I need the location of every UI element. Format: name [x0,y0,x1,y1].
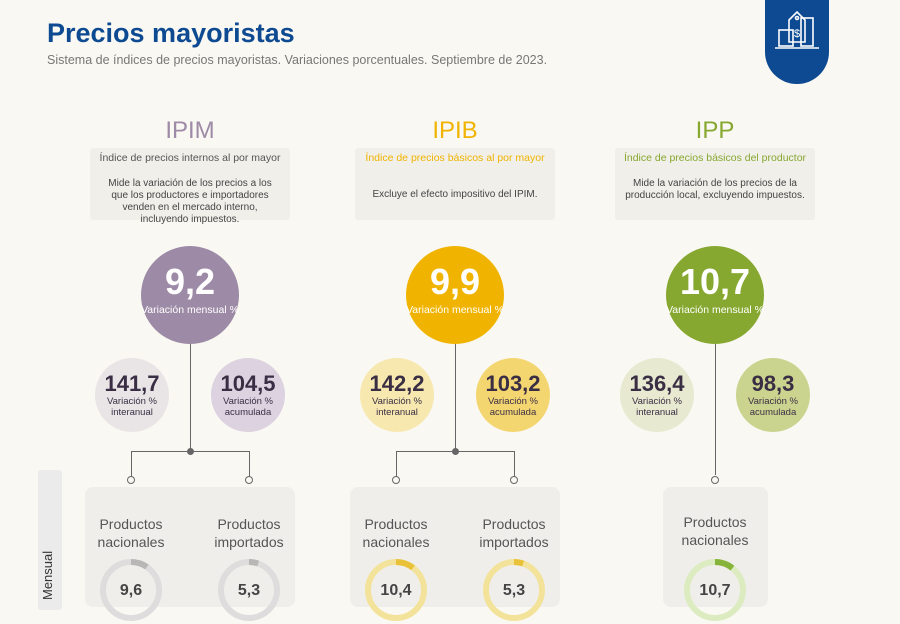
connector-dot [711,476,719,484]
cumulative-value: 104,5 [220,371,276,396]
cumulative-value: 98,3 [751,371,795,396]
product-label: Productos importados [479,516,549,550]
donut-arc [483,559,545,621]
monthly-variation-circle: 9,2 Variación mensual % [141,246,239,344]
connector-dot [127,476,135,484]
cumulative-variation-circle: 98,3 Variación % acumulada [736,358,810,432]
cumulative-value: 103,2 [485,371,541,396]
index-name: Índice de precios básicos del productor [623,152,807,164]
product-value: 10,7 [699,582,731,599]
connector-line [715,344,716,475]
product-label: Productos importados [214,516,284,550]
cumulative-label: Variación % acumulada [223,396,273,418]
interannual-value: 136,4 [629,371,685,396]
connector-node [452,448,459,455]
donut-arc [684,559,746,621]
product-value: 5,3 [237,582,261,599]
connector-dot [510,476,518,484]
index-info-box [90,148,290,220]
period-tab [38,470,62,610]
monthly-variation-circle: 10,7 Variación mensual % [666,246,764,344]
index-description: Excluye el efecto impositivo del IPIM. [372,189,538,200]
connector-line [514,451,515,477]
product-label: Productos nacionales [362,516,430,550]
connector-line [396,451,397,477]
donut-arc [100,559,162,621]
price-tag-box-icon: $ [775,10,819,49]
index-info-box [355,148,555,220]
monthly-label: Variación mensual % [406,304,504,316]
page-subtitle: Sistema de índices de precios mayoristas… [47,53,548,67]
products-card [663,487,768,607]
index-name: Índice de precios básicos al por mayor [365,152,545,164]
product-value: 9,6 [119,582,143,599]
index-description: Mide la variación de los precios de la p… [625,178,805,201]
monthly-variation-circle: 9,9 Variación mensual % [406,246,504,344]
index-description: Mide la variación de los precios a los q… [108,178,272,225]
connector-dot [245,476,253,484]
logo-badge: $ [765,0,829,84]
index-code: IPIM [165,117,215,144]
connector-dot [392,476,400,484]
cumulative-label: Variación % acumulada [748,396,798,418]
donut-arc [218,559,280,621]
products-card [350,487,560,607]
product-label: Productos nacionales [97,516,165,550]
product-value: 10,4 [380,582,412,599]
products-card [85,487,295,607]
connector-line [249,451,250,477]
index-name: Índice de precios internos al por mayor [99,152,281,164]
monthly-label: Variación mensual % [666,304,764,316]
connector-line [131,451,132,477]
interannual-variation-circle: 141,7 Variación % interanual [95,358,169,432]
monthly-value: 9,9 [429,261,481,302]
page-title: Precios mayoristas [47,18,295,48]
monthly-value: 9,2 [164,261,216,302]
interannual-variation-circle: 136,4 Variación % interanual [620,358,694,432]
interannual-value: 141,7 [104,371,160,396]
monthly-label: Variación mensual % [141,304,239,316]
monthly-value: 10,7 [679,261,751,302]
interannual-label: Variación % interanual [372,396,422,418]
cumulative-variation-circle: 104,5 Variación % acumulada [211,358,285,432]
period-label: Mensual [40,550,55,600]
index-code: IPIB [432,117,478,144]
cumulative-label: Variación % acumulada [488,396,538,418]
connector-line [455,344,456,451]
index-info-box [615,148,815,220]
index-code: IPP [695,117,735,144]
interannual-value: 142,2 [369,371,425,396]
donut-arc [365,559,427,621]
interannual-variation-circle: 142,2 Variación % interanual [360,358,434,432]
product-label: Productos nacionales [681,514,749,548]
product-value: 5,3 [502,582,526,599]
interannual-label: Variación % interanual [632,396,682,418]
svg-text:$: $ [794,28,800,40]
interannual-label: Variación % interanual [107,396,157,418]
connector-line [190,344,191,451]
connector-node [187,448,194,455]
cumulative-variation-circle: 103,2 Variación % acumulada [476,358,550,432]
